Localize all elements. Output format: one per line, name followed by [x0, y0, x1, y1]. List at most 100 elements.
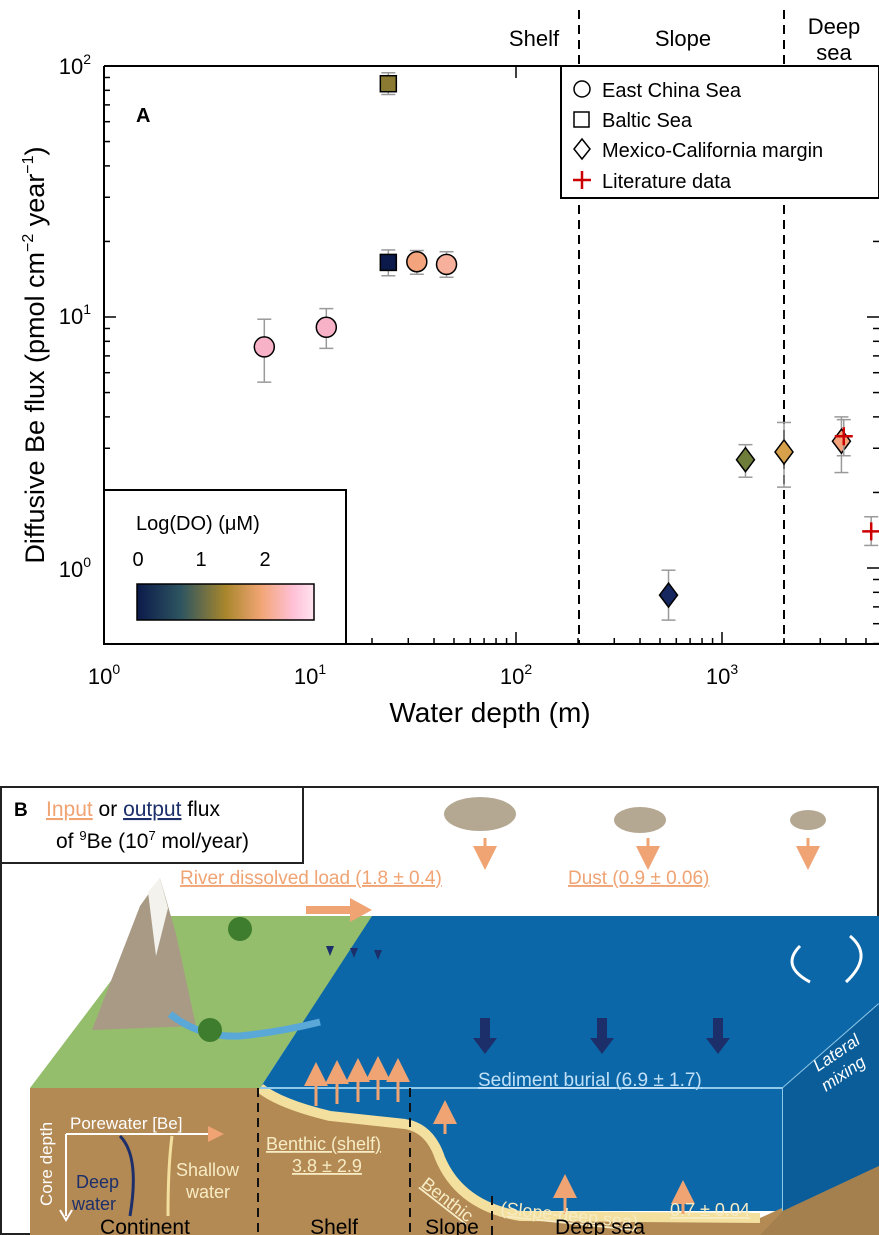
zone-continent: Continent: [100, 1216, 190, 1235]
legend-label-east-china-sea: East China Sea: [602, 80, 742, 102]
data-point-mexico-california-margin-6: [658, 569, 679, 621]
burial-flux-label: Sediment burial (6.9 ± 1.7): [478, 1070, 702, 1091]
lateral-mixing-icon: [790, 934, 863, 984]
legend-diamond-marker: [573, 137, 591, 161]
panel-a-chart: Shelf Slope Deep sea 102 101 100 100 101…: [20, 10, 879, 728]
y-tick-label-1: 100: [59, 554, 91, 582]
shallow-water-curve: [166, 1135, 174, 1217]
plus-marker: [862, 522, 879, 541]
particle-settling: [326, 946, 382, 960]
colorbar-tick-0: 0: [132, 549, 143, 571]
data-point-literature-data-10: [834, 418, 853, 457]
panel-b-title-box: [0, 786, 304, 864]
diamond-marker: [735, 446, 756, 473]
river-input-arrow: [306, 898, 372, 922]
data-point-mexico-california-margin-7: [735, 443, 756, 478]
colorbar-tick-1: 1: [195, 549, 206, 571]
data-point-baltic-sea-5: [379, 249, 398, 277]
data-point-mexico-california-margin-8: [774, 421, 794, 488]
panel-b-title-line1: Input or output flux: [46, 798, 220, 821]
shallow-water-label-1: Shallow: [176, 1160, 240, 1180]
burial-arrows: [473, 1018, 730, 1054]
diamond-marker: [774, 438, 794, 466]
square-marker: [379, 253, 398, 272]
data-point-baltic-sea-4: [379, 71, 398, 96]
core-depth-arrowhead: [59, 1209, 73, 1222]
colorbar-tick-2: 2: [259, 549, 270, 571]
y-tick-label-10: 101: [59, 301, 91, 329]
dust-cloud-1: [444, 797, 516, 831]
region-deep: Deep: [808, 14, 861, 39]
svg-text:101: 101: [294, 661, 326, 689]
circle-marker: [253, 336, 276, 358]
plus-marker: [834, 427, 853, 446]
benthic-shelf-arrows: [304, 1056, 410, 1106]
svg-text:100: 100: [59, 554, 91, 582]
svg-text:102: 102: [59, 51, 91, 79]
dust-flux-label: Dust (0.9 ± 0.06): [568, 868, 709, 889]
svg-text:100: 100: [88, 661, 120, 689]
legend: East China Sea Baltic Sea Mexico-Califor…: [560, 65, 879, 199]
right-sediment-side: [760, 1166, 879, 1235]
mountain-illustration: [92, 878, 196, 1030]
diamond-marker: [831, 427, 852, 455]
colorbar-title: Log(DO) (μM): [136, 513, 260, 535]
data-points: [253, 71, 879, 621]
river-stream: [167, 1011, 321, 1040]
panel-a-label: A: [136, 105, 150, 127]
svg-text:103: 103: [706, 661, 738, 689]
data-point-east-china-sea-2: [406, 249, 428, 276]
deep-right-side: [783, 1004, 879, 1211]
panel-b-label: B: [14, 800, 28, 821]
zone-shelf: Shelf: [310, 1216, 358, 1235]
legend-label-baltic-sea: Baltic Sea: [602, 110, 693, 132]
data-point-literature-data-11: [862, 516, 879, 547]
region-sea: sea: [816, 40, 852, 65]
legend-label-mexico-california: Mexico-California margin: [602, 140, 823, 162]
tree-2: [198, 1018, 222, 1042]
legend-square-marker: [573, 111, 590, 128]
panel-b-diagram: B Input or output flux of 9Be (107 mol/y…: [0, 786, 879, 1235]
river-flux-label: River dissolved load (1.8 ± 0.4): [180, 868, 442, 889]
legend-label-literature: Literature data: [602, 171, 732, 193]
seafloor-bright-layer: [256, 1083, 761, 1223]
circle-marker: [406, 251, 428, 273]
shallow-water-label-2: water: [185, 1182, 230, 1202]
y-tick-label-100: 102: [59, 51, 91, 79]
zone-slope: Slope: [425, 1216, 479, 1235]
benthic-shelf-value: 3.8 ± 2.9: [292, 1156, 362, 1176]
svg-text:102: 102: [500, 661, 532, 689]
core-depth-label: Core depth: [37, 1122, 56, 1206]
region-slope: Slope: [655, 26, 711, 51]
legend-circle-marker: [573, 80, 591, 98]
seafloor-sediment: [260, 1088, 879, 1235]
x-tick-label-1000: 103: [706, 661, 738, 689]
diamond-marker: [658, 581, 679, 609]
deep-water-label-1: Deep: [76, 1172, 119, 1192]
legend-plus-marker: [573, 171, 591, 189]
circle-marker: [435, 253, 458, 276]
continent-sediment: [30, 1088, 260, 1235]
x-tick-label-10: 101: [294, 661, 326, 689]
x-axis-label: Water depth (m): [389, 697, 590, 728]
land-top: [30, 916, 372, 1088]
x-tick-label-100: 102: [500, 661, 532, 689]
tree-1: [228, 917, 252, 941]
region-shelf: Shelf: [509, 26, 560, 51]
square-marker: [379, 74, 398, 93]
dust-cloud-2: [614, 807, 666, 833]
circle-marker: [315, 316, 338, 339]
colorbar-legend: Log(DO) (μM) 0 1 2: [103, 489, 347, 645]
porewater-label: Porewater [Be]: [70, 1114, 182, 1133]
benthic-deep-value: 0.7 ± 0.04: [670, 1200, 750, 1220]
data-point-mexico-california-margin-9: [831, 416, 852, 474]
dust-cloud-3: [790, 810, 826, 830]
colorbar-gradient: [136, 583, 315, 621]
panel-b-title-line2: of 9Be (107 mol/year): [56, 828, 249, 853]
deep-water-label-2: water: [71, 1194, 116, 1214]
x-tick-label-1: 100: [88, 661, 120, 689]
data-point-east-china-sea-0: [253, 318, 276, 383]
zone-deep-sea: Deep sea: [555, 1216, 645, 1235]
data-point-east-china-sea-1: [315, 307, 338, 350]
svg-text:101: 101: [59, 301, 91, 329]
